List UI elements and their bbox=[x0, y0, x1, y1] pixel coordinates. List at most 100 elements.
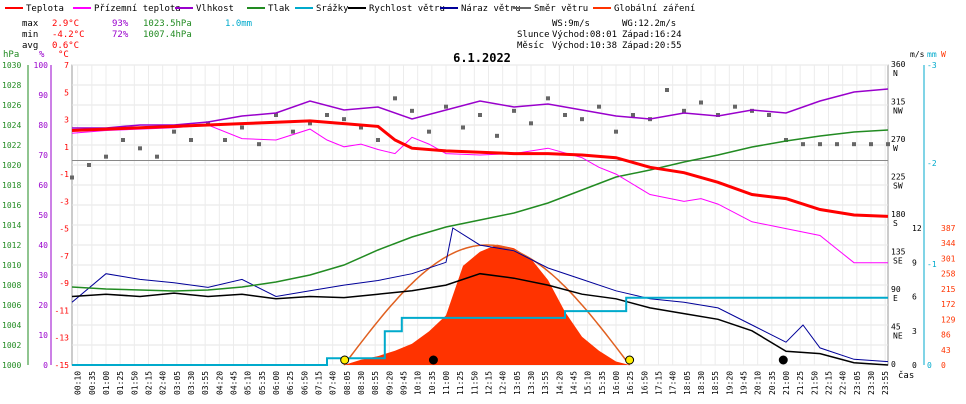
wind-direction-point bbox=[614, 129, 618, 134]
radiation-tick: 43 bbox=[941, 346, 951, 355]
chart-title: 6.1.2022 bbox=[453, 51, 511, 65]
wind-direction-point bbox=[189, 138, 193, 142]
series-humidity bbox=[72, 88, 889, 129]
stats-max-press: 1023.5hPa bbox=[143, 19, 192, 29]
direction-name: S bbox=[893, 219, 898, 228]
direction-tick: 270 bbox=[891, 135, 906, 144]
rain-tick: -2 bbox=[927, 159, 937, 168]
pressure-tick: 1006 bbox=[2, 301, 21, 310]
legend-label: Globální záření bbox=[614, 4, 695, 14]
x-tick-label: 02:15 bbox=[145, 371, 154, 395]
wind-tick: 3 bbox=[912, 327, 917, 336]
sunrise-marker bbox=[340, 355, 350, 365]
radiation-tick: 172 bbox=[941, 300, 956, 309]
pressure-tick: 1022 bbox=[2, 141, 21, 150]
x-tick-label: 00:35 bbox=[88, 371, 97, 395]
pressure-tick: 1030 bbox=[2, 61, 21, 70]
x-tick-label: 21:50 bbox=[810, 371, 819, 395]
x-axis-label: čas bbox=[898, 370, 914, 381]
legend: Teplota Přízemní teplota Vlhkost Tlak Srážky… bbox=[5, 4, 695, 14]
humidity-tick: 20 bbox=[38, 301, 48, 310]
wind-direction-point bbox=[325, 113, 329, 117]
x-tick-label: 17:15 bbox=[655, 371, 664, 395]
wind-direction-point bbox=[87, 163, 91, 167]
radiation-tick: 86 bbox=[941, 331, 951, 340]
wind-direction-point bbox=[801, 142, 805, 147]
x-tick-label: 18:30 bbox=[697, 371, 706, 395]
wind-direction-point bbox=[138, 146, 142, 151]
x-tick-label: 21:00 bbox=[782, 371, 791, 395]
temperature-tick: 3 bbox=[64, 116, 69, 125]
temperature-tick: 5 bbox=[64, 88, 69, 97]
x-tick-label: 01:00 bbox=[102, 371, 111, 395]
direction-tick: 225 bbox=[891, 173, 906, 182]
direction-tick: 135 bbox=[891, 248, 906, 257]
temperature-tick: -7 bbox=[59, 252, 69, 261]
direction-name: SE bbox=[893, 257, 903, 266]
pressure-tick: 1026 bbox=[2, 101, 21, 110]
x-tick-label: 19:20 bbox=[725, 371, 734, 395]
temperature-tick: -1 bbox=[59, 170, 69, 179]
sunset: Západ:16:24 bbox=[622, 30, 682, 40]
pressure-tick: 1018 bbox=[2, 181, 21, 190]
direction-tick: 0 bbox=[891, 360, 896, 369]
x-tick-label: 09:45 bbox=[400, 371, 409, 395]
wind-tick: 6 bbox=[912, 293, 917, 302]
x-tick-label: 22:15 bbox=[825, 371, 834, 395]
stats-min-press: 1007.4hPa bbox=[143, 30, 192, 40]
direction-name: NE bbox=[893, 332, 903, 341]
wind-direction-point bbox=[852, 142, 856, 147]
wind-direction-point bbox=[784, 138, 788, 142]
direction-tick: 45 bbox=[891, 323, 901, 332]
humidity-tick: 30 bbox=[38, 271, 48, 280]
pressure-tick: 1028 bbox=[2, 81, 21, 90]
wind-direction-point bbox=[767, 113, 771, 117]
humidity-tick: 80 bbox=[38, 121, 48, 130]
direction-name: N bbox=[893, 69, 898, 78]
pressure-tick: 1002 bbox=[2, 341, 21, 350]
series-ground-temperature bbox=[71, 124, 888, 264]
wind-direction-point bbox=[308, 121, 312, 126]
x-tick-label: 16:50 bbox=[640, 371, 649, 395]
moonset: Západ:20:55 bbox=[622, 41, 682, 51]
temperature-tick: -5 bbox=[59, 225, 69, 234]
humidity-tick: 50 bbox=[38, 211, 48, 220]
radiation-tick: 0 bbox=[941, 361, 946, 370]
pressure-tick: 1014 bbox=[2, 221, 21, 230]
pressure-tick: 1008 bbox=[2, 281, 21, 290]
stats-max-rain: 1.0mm bbox=[225, 19, 252, 29]
humidity-tick: 100 bbox=[34, 61, 49, 70]
direction-name: NW bbox=[893, 107, 903, 116]
humidity-tick: 60 bbox=[38, 181, 48, 190]
radiation-tick: 129 bbox=[941, 315, 956, 324]
x-tick-label: 07:15 bbox=[315, 371, 324, 395]
temperature-tick: -11 bbox=[55, 306, 70, 315]
wind-direction-point bbox=[342, 117, 346, 122]
moon-label: Měsíc bbox=[517, 41, 544, 51]
wind-direction-point bbox=[257, 142, 261, 147]
series-rain bbox=[72, 296, 888, 366]
wind-direction-point bbox=[121, 138, 125, 142]
series-temperature bbox=[71, 119, 889, 218]
x-tick-label: 14:45 bbox=[570, 371, 579, 395]
pressure-tick: 1012 bbox=[2, 241, 21, 250]
x-tick-label: 06:00 bbox=[272, 371, 281, 395]
wind-direction-point bbox=[495, 133, 499, 138]
x-tick-label: 15:10 bbox=[584, 371, 593, 395]
pressure-tick: 1020 bbox=[2, 161, 21, 170]
direction-name: W bbox=[893, 144, 898, 153]
direction-tick: 180 bbox=[891, 210, 906, 219]
humidity-tick: 90 bbox=[38, 91, 48, 100]
direction-tick: 315 bbox=[891, 98, 906, 107]
pressure-tick: 1024 bbox=[2, 121, 21, 130]
wind-tick: 9 bbox=[912, 258, 917, 267]
humidity-tick: 0 bbox=[43, 361, 48, 370]
x-tick-label: 02:40 bbox=[159, 371, 168, 395]
wind-direction-point bbox=[206, 121, 210, 126]
pressure-tick: 1004 bbox=[2, 321, 21, 330]
x-tick-label: 12:40 bbox=[499, 371, 508, 395]
rain-tick: 0 bbox=[927, 361, 932, 370]
x-tick-label: 21:25 bbox=[796, 371, 805, 395]
